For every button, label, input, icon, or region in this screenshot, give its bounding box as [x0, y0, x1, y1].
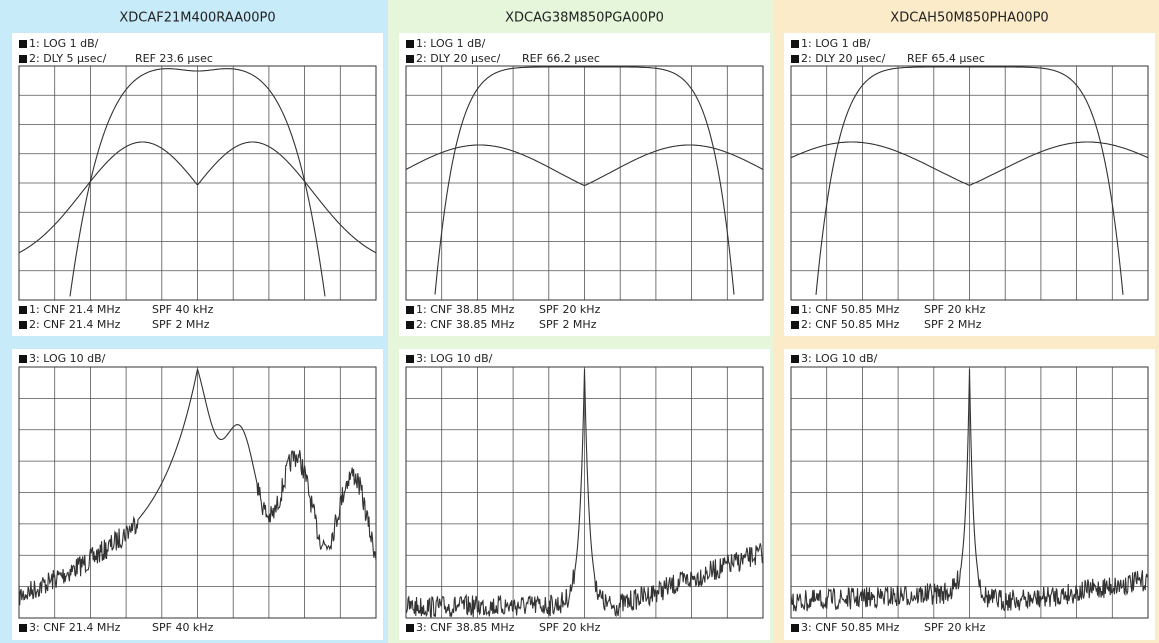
span-frequency: SPF 40 kHz — [152, 303, 214, 316]
marker-square — [19, 306, 27, 314]
center-frequency: 2: CNF 38.85 MHz — [416, 318, 515, 331]
trace-setting: 1: LOG 1 dB/ — [29, 37, 99, 50]
trace-setting: 1: LOG 1 dB/ — [416, 37, 486, 50]
trace-setting: 3: LOG 10 dB/ — [29, 352, 106, 365]
reference-label: REF 65.4 µsec — [907, 52, 985, 65]
amplitude-trace — [434, 66, 735, 295]
trace-setting: 3: LOG 10 dB/ — [801, 352, 878, 365]
marker-square — [406, 624, 414, 632]
grid-frame — [18, 65, 377, 301]
center-frequency: 3: CNF 21.4 MHz — [29, 621, 121, 634]
marker-square — [791, 624, 799, 632]
marker-square — [791, 55, 799, 63]
marker-square — [406, 355, 414, 363]
spectrum-trace — [405, 368, 763, 618]
span-frequency: SPF 40 kHz — [152, 621, 214, 634]
column-title: XDCAF21M400RAA00P0 — [119, 11, 275, 26]
column-title: XDCAG38M850PGA00P0 — [505, 11, 664, 26]
center-frequency: 1: CNF 21.4 MHz — [29, 303, 121, 316]
spectrum-trace — [18, 368, 377, 606]
trace-setting: 2: DLY 20 µsec/ — [801, 52, 886, 65]
marker-square — [406, 40, 414, 48]
grid-frame — [405, 366, 764, 619]
center-frequency: 2: CNF 50.85 MHz — [801, 318, 900, 331]
delay-trace — [790, 141, 1149, 186]
center-frequency: 3: CNF 38.85 MHz — [416, 621, 515, 634]
span-frequency: SPF 20 kHz — [924, 303, 986, 316]
marker-square — [19, 624, 27, 632]
marker-square — [791, 321, 799, 329]
delay-trace — [18, 141, 377, 254]
trace-setting: 2: DLY 5 µsec/ — [29, 52, 107, 65]
marker-square — [19, 321, 27, 329]
reference-label: REF 23.6 µsec — [135, 52, 213, 65]
grid-frame — [405, 65, 764, 301]
amplitude-trace — [815, 66, 1124, 295]
delay-trace — [405, 144, 764, 186]
reference-label: REF 66.2 µsec — [522, 52, 600, 65]
grid-frame — [790, 65, 1149, 301]
amplitude-trace — [69, 68, 326, 297]
column-title: XDCAH50M850PHA00P0 — [890, 11, 1048, 26]
center-frequency: 1: CNF 38.85 MHz — [416, 303, 515, 316]
marker-square — [406, 306, 414, 314]
trace-setting: 2: DLY 20 µsec/ — [416, 52, 501, 65]
marker-square — [791, 355, 799, 363]
trace-setting: 3: LOG 10 dB/ — [416, 352, 493, 365]
marker-square — [791, 40, 799, 48]
trace-setting: 1: LOG 1 dB/ — [801, 37, 871, 50]
marker-square — [19, 40, 27, 48]
span-frequency: SPF 2 MHz — [152, 318, 210, 331]
marker-square — [406, 321, 414, 329]
grid-frame — [18, 366, 377, 619]
span-frequency: SPF 20 kHz — [539, 621, 601, 634]
marker-square — [19, 55, 27, 63]
marker-square — [791, 306, 799, 314]
center-frequency: 2: CNF 21.4 MHz — [29, 318, 121, 331]
center-frequency: 3: CNF 50.85 MHz — [801, 621, 900, 634]
marker-square — [406, 55, 414, 63]
grid-frame — [790, 366, 1149, 619]
span-frequency: SPF 2 MHz — [924, 318, 982, 331]
span-frequency: SPF 20 kHz — [539, 303, 601, 316]
spectrum-trace — [790, 368, 1148, 612]
span-frequency: SPF 20 kHz — [924, 621, 986, 634]
span-frequency: SPF 2 MHz — [539, 318, 597, 331]
center-frequency: 1: CNF 50.85 MHz — [801, 303, 900, 316]
marker-square — [19, 355, 27, 363]
